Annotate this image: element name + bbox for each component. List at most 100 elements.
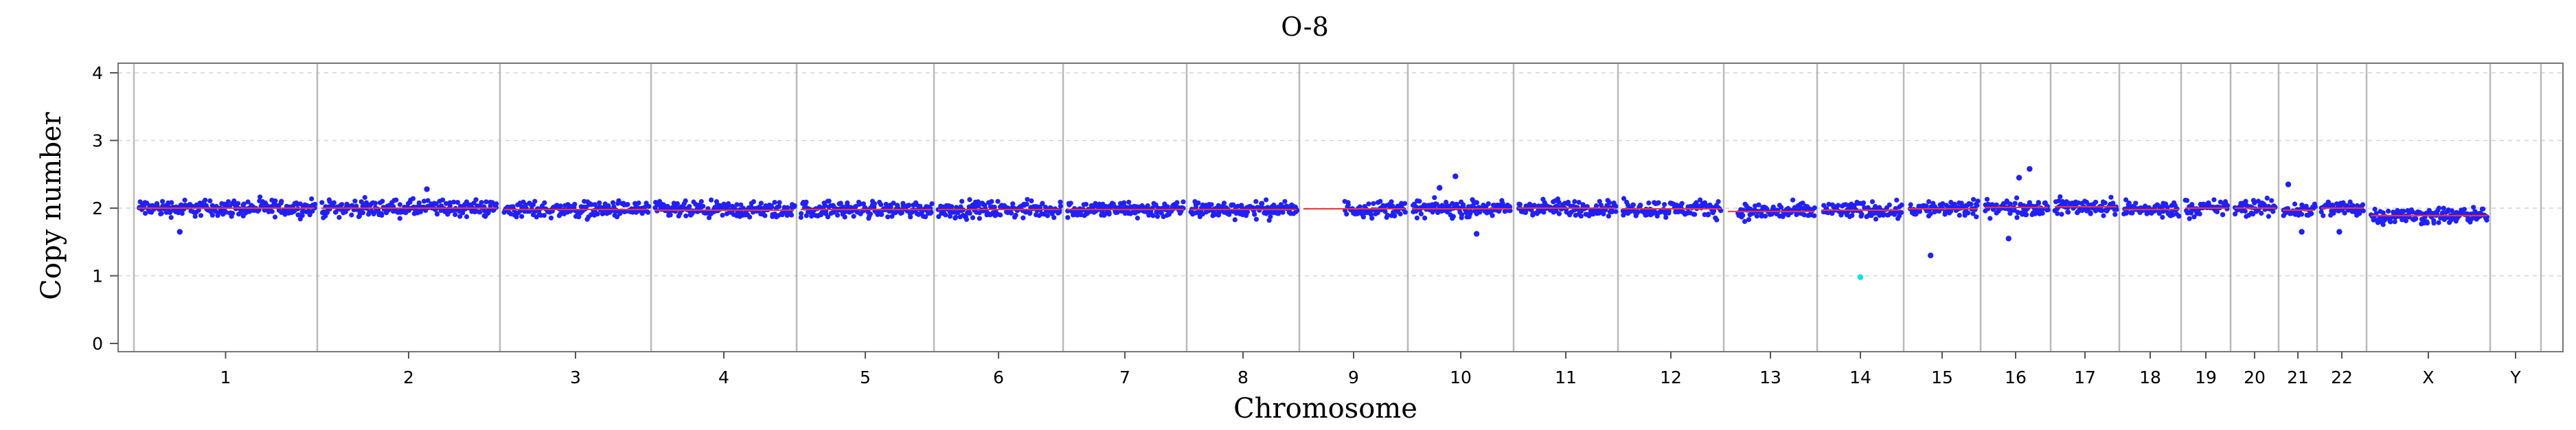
data-point — [1097, 201, 1102, 207]
data-point — [230, 211, 236, 216]
data-point — [1987, 216, 1993, 221]
data-point — [616, 198, 622, 203]
data-point — [360, 210, 366, 216]
data-point — [844, 202, 850, 207]
data-point — [2184, 198, 2190, 203]
data-point — [1663, 214, 1669, 220]
data-point — [668, 212, 673, 218]
outlier-point — [1473, 231, 1480, 237]
data-point — [312, 201, 318, 207]
data-point — [337, 214, 342, 220]
data-point — [1507, 204, 1513, 210]
data-point — [949, 204, 955, 210]
data-point — [433, 201, 439, 207]
data-point — [1517, 202, 1523, 207]
data-point — [1013, 212, 1018, 218]
x-tick-label: 1 — [220, 367, 231, 387]
grid-lines — [118, 72, 2563, 277]
data-point — [1928, 211, 1933, 216]
data-point — [1830, 211, 1835, 216]
data-point — [2380, 222, 2386, 227]
data-point — [1662, 202, 1667, 207]
data-point — [235, 201, 241, 206]
data-point — [1391, 212, 1397, 217]
data-point — [1454, 201, 1459, 207]
x-tick-label: 18 — [2139, 367, 2161, 387]
data-point — [1231, 202, 1236, 207]
data-point — [2055, 211, 2060, 216]
data-point — [1378, 199, 1383, 204]
data-point — [2160, 214, 2165, 220]
data-point — [453, 212, 458, 217]
data-point — [724, 211, 730, 216]
data-point — [1065, 215, 1071, 220]
x-tick-label: 8 — [1238, 367, 1249, 387]
data-point — [1634, 210, 1640, 216]
data-point — [1414, 215, 1420, 220]
data-point — [1121, 200, 1127, 205]
data-point — [2018, 202, 2023, 207]
data-point — [1264, 197, 1269, 203]
data-point — [1368, 212, 1374, 218]
x-tick-label: 19 — [2195, 367, 2217, 387]
data-point — [777, 200, 782, 205]
data-point — [2110, 201, 2116, 206]
data-point — [447, 203, 453, 209]
data-point — [2174, 206, 2180, 212]
data-point — [352, 199, 358, 204]
data-point — [2012, 201, 2018, 206]
data-point — [2372, 206, 2378, 212]
data-point — [209, 212, 215, 218]
data-point — [967, 197, 972, 203]
data-point — [169, 200, 174, 205]
data-point — [2176, 214, 2182, 219]
data-point — [1068, 201, 1073, 206]
outlier-point — [1437, 185, 1443, 191]
data-point — [372, 201, 378, 206]
data-point — [2206, 200, 2211, 205]
data-point — [2318, 209, 2324, 215]
data-point — [998, 212, 1003, 218]
data-point — [2347, 199, 2353, 205]
data-point — [611, 204, 617, 210]
data-point — [440, 197, 446, 203]
data-point — [1490, 213, 1495, 218]
data-point — [2380, 210, 2386, 216]
data-point — [2101, 213, 2106, 218]
data-point — [714, 199, 720, 205]
data-point — [2325, 199, 2331, 205]
data-point — [1913, 211, 1919, 216]
data-point — [416, 200, 422, 205]
y-tick-label: 2 — [92, 199, 103, 218]
data-point — [1742, 218, 1748, 224]
data-point — [2040, 210, 2045, 216]
data-point — [464, 214, 470, 220]
data-point — [225, 199, 231, 205]
data-point — [245, 199, 251, 205]
data-point — [1126, 199, 1132, 205]
data-point — [231, 198, 237, 204]
data-point — [2330, 203, 2336, 208]
data-point — [1756, 202, 1762, 207]
data-point — [947, 214, 953, 219]
data-point — [878, 202, 884, 207]
data-point — [2007, 201, 2013, 207]
data-point — [2222, 199, 2229, 205]
data-point — [159, 211, 164, 216]
data-point — [362, 194, 367, 201]
data-point — [282, 212, 288, 217]
data-point — [751, 199, 756, 205]
data-point — [2342, 210, 2347, 216]
data-point — [269, 209, 275, 214]
data-point — [798, 214, 803, 220]
data-point — [2066, 210, 2071, 215]
data-point — [295, 212, 301, 218]
data-point — [1021, 215, 1026, 220]
data-point — [1638, 203, 1643, 208]
data-point — [1398, 211, 1403, 217]
data-point — [1790, 197, 1796, 203]
data-point — [2114, 207, 2119, 212]
data-point — [494, 201, 499, 207]
data-point — [2259, 210, 2264, 216]
data-point — [542, 200, 547, 205]
